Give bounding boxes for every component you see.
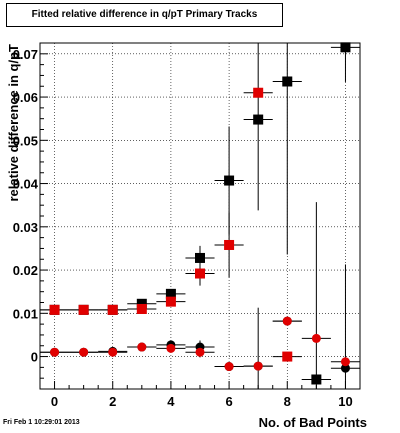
square-marker bbox=[136, 298, 147, 309]
circle-marker bbox=[340, 357, 350, 367]
square-marker bbox=[195, 268, 205, 279]
x-tick-label: 0 bbox=[51, 394, 58, 409]
x-tick-label: 10 bbox=[338, 394, 352, 409]
circle-marker bbox=[108, 347, 118, 357]
x-tick-label: 6 bbox=[225, 394, 232, 409]
square-marker bbox=[340, 42, 351, 53]
x-tick-label: 2 bbox=[109, 394, 116, 409]
circle-marker bbox=[79, 347, 89, 357]
x-axis-title: No. of Bad Points bbox=[259, 415, 367, 430]
square-marker bbox=[253, 87, 264, 98]
y-tick-label: 0.06 bbox=[13, 90, 38, 105]
y-tick-label: 0.04 bbox=[13, 177, 39, 192]
y-tick-label: 0.01 bbox=[13, 306, 38, 321]
circle-marker bbox=[311, 333, 321, 343]
x-tick-label: 4 bbox=[167, 394, 175, 409]
circle-marker bbox=[166, 343, 176, 353]
circle-marker bbox=[195, 347, 205, 357]
square-marker bbox=[107, 304, 118, 315]
y-tick-label: 0 bbox=[31, 350, 38, 365]
square-marker bbox=[49, 304, 60, 315]
square-marker bbox=[195, 252, 205, 263]
circle-marker bbox=[311, 374, 321, 384]
circle-marker bbox=[340, 363, 350, 373]
square-marker bbox=[282, 351, 293, 362]
square-marker bbox=[165, 288, 176, 299]
square-marker bbox=[224, 175, 235, 186]
plot-frame bbox=[39, 42, 361, 390]
y-tick-label: 0.07 bbox=[13, 47, 38, 62]
y-tick-label: 0.05 bbox=[13, 133, 38, 148]
y-tick-label: 0.03 bbox=[13, 220, 38, 235]
y-axis-title: relative difference in q/pT bbox=[6, 44, 21, 202]
y-tick-label: 0.02 bbox=[13, 263, 38, 278]
x-tick-label: 8 bbox=[284, 394, 291, 409]
circle-marker bbox=[224, 362, 234, 372]
circle-marker bbox=[50, 347, 60, 357]
chart-title: Fitted relative difference in q/pT Prima… bbox=[6, 3, 283, 27]
square-marker bbox=[224, 239, 235, 250]
timestamp-footer: Fri Feb 1 10:29:01 2013 bbox=[3, 419, 80, 426]
square-marker bbox=[253, 114, 264, 125]
circle-marker bbox=[137, 342, 147, 352]
circle-marker bbox=[253, 361, 263, 371]
square-marker bbox=[165, 296, 176, 307]
circle-marker bbox=[282, 316, 292, 326]
square-marker bbox=[136, 303, 147, 314]
square-marker bbox=[282, 76, 293, 87]
square-marker bbox=[78, 304, 89, 315]
